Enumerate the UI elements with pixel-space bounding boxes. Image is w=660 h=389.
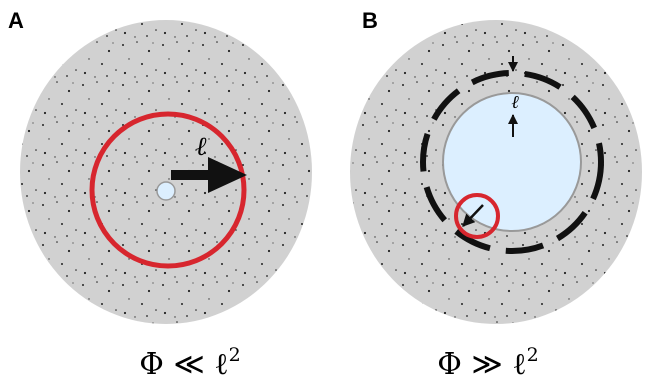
caption-part: Φ ≫ ℓ <box>437 347 526 382</box>
caption-part: Φ ≪ ℓ <box>139 347 228 382</box>
panel-a: A ℓ Φ ≪ ℓ2 <box>8 8 312 382</box>
panel-b: B ℓ Φ ≫ ℓ2 <box>350 8 642 382</box>
pore <box>443 93 581 231</box>
caption-part: 2 <box>527 344 539 366</box>
caption: Φ ≫ ℓ2 <box>437 344 539 382</box>
length-label: ℓ <box>511 92 519 113</box>
figure: A ℓ Φ ≪ ℓ2 B ℓ Φ ≫ ℓ2 <box>0 0 660 389</box>
caption-part: 2 <box>229 344 241 366</box>
panel-label: A <box>8 8 24 33</box>
medium-disk <box>20 20 312 324</box>
caption: Φ ≪ ℓ2 <box>139 344 241 382</box>
pore <box>157 182 175 200</box>
panel-label: B <box>362 8 378 33</box>
length-label: ℓ <box>196 132 207 162</box>
